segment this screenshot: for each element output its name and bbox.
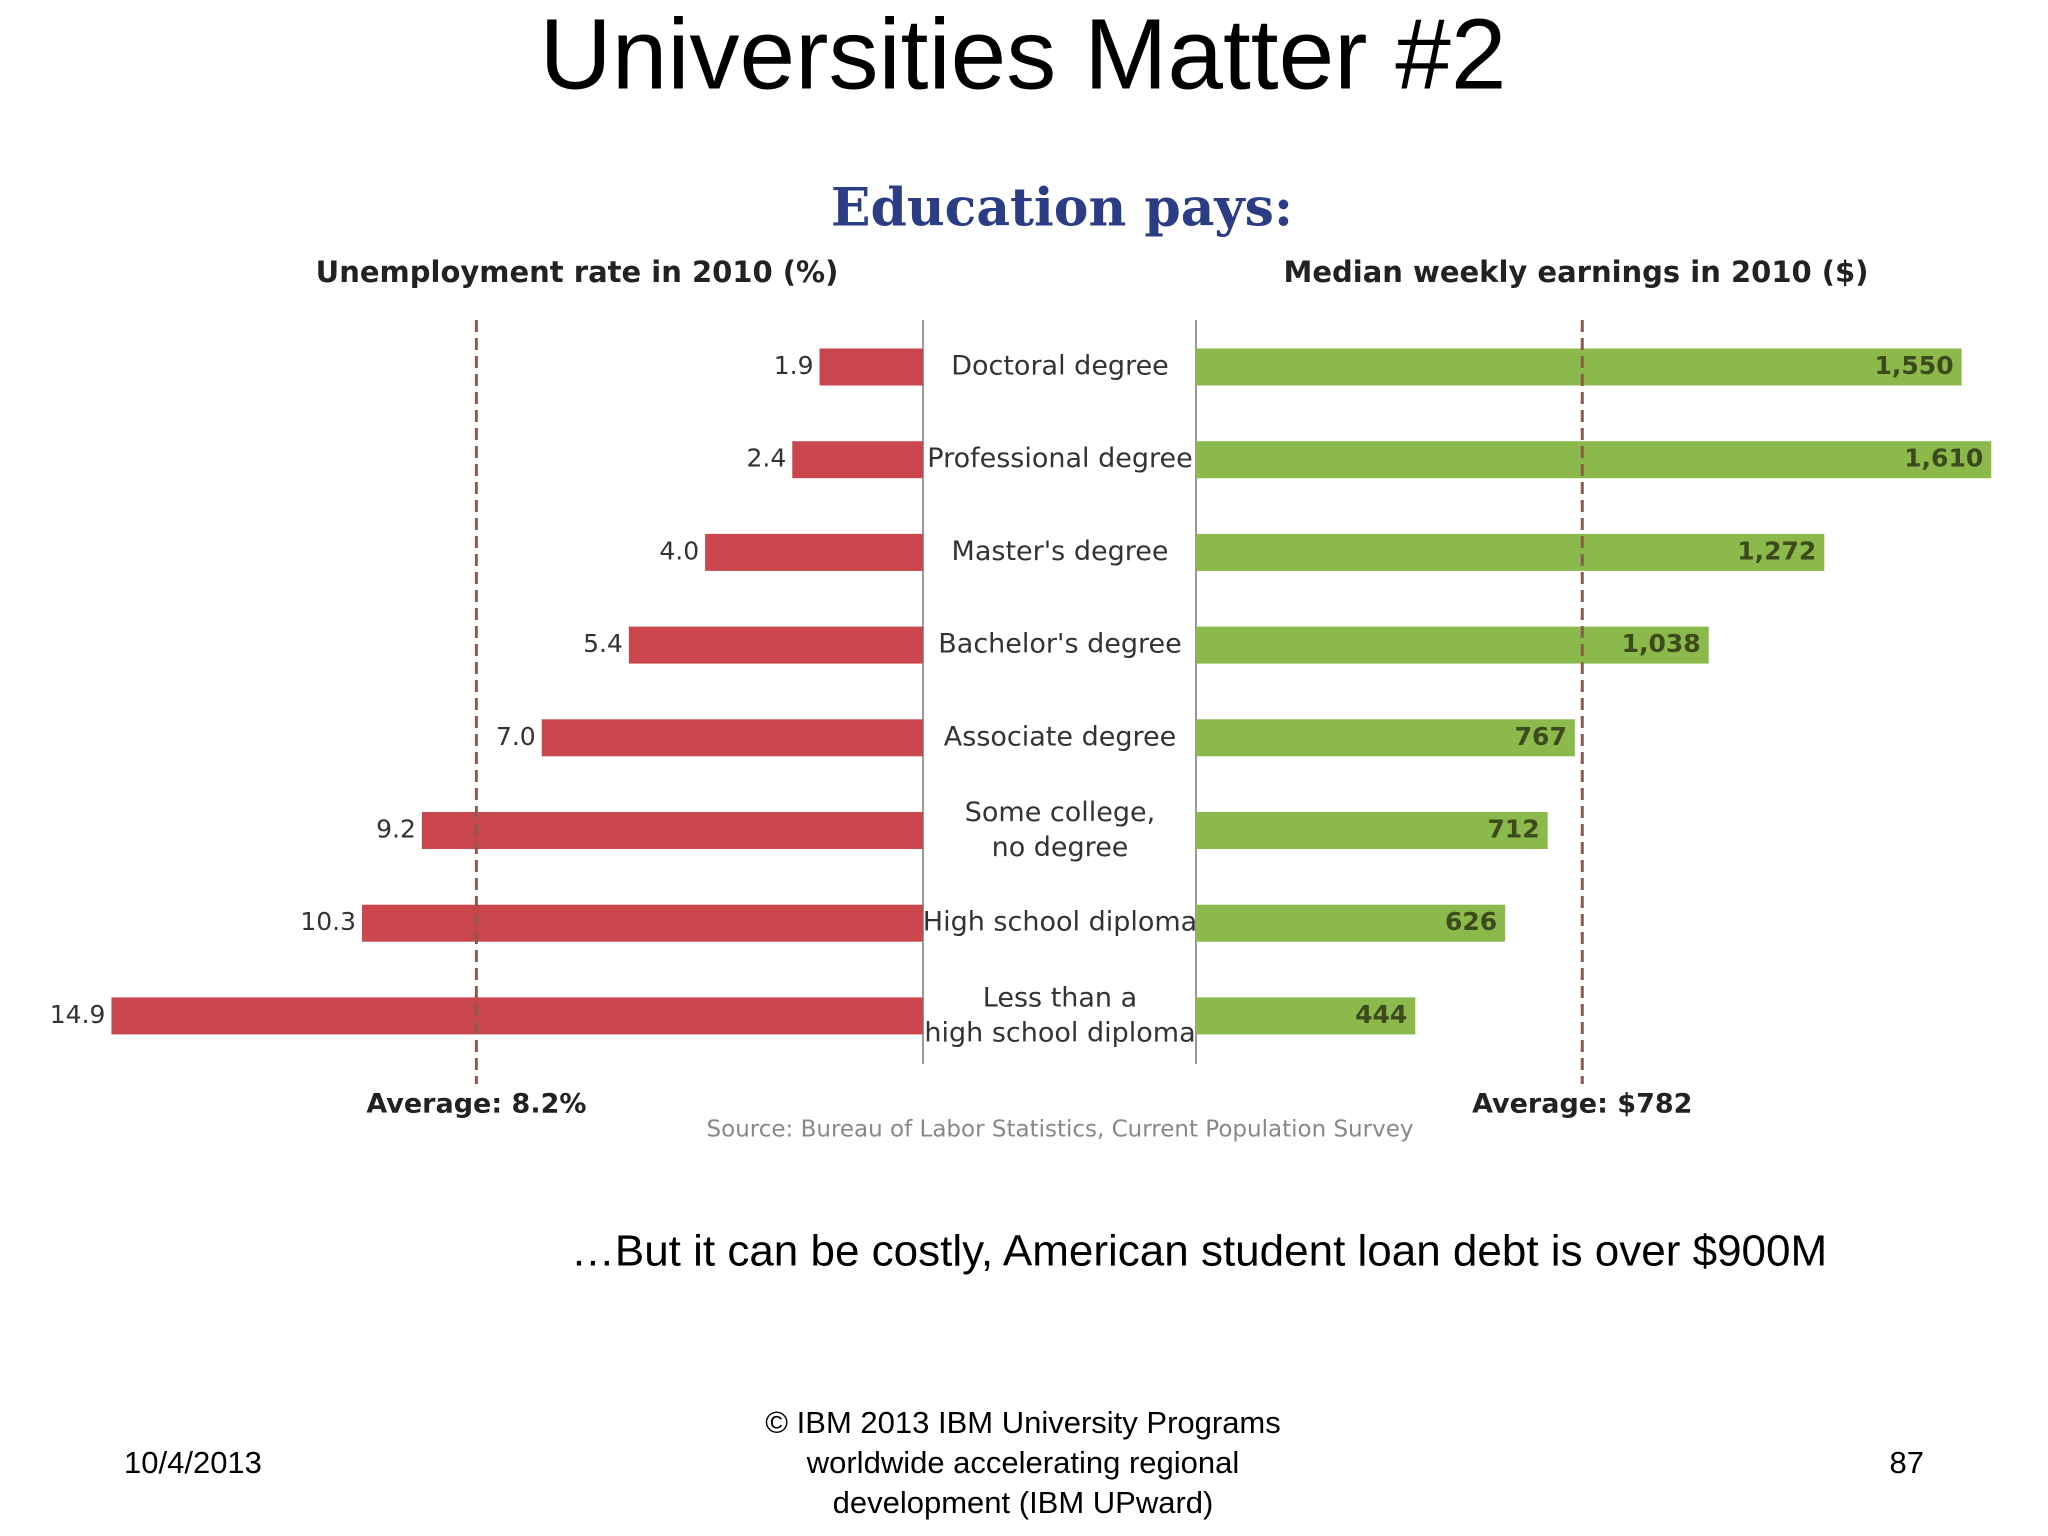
bar bbox=[1196, 626, 1709, 664]
value-label: 1.9 bbox=[774, 351, 814, 380]
value-label: 9.2 bbox=[376, 815, 416, 844]
value-label: 1,610 bbox=[1904, 444, 1983, 473]
category-label: High school diploma bbox=[923, 907, 1197, 938]
bar bbox=[1196, 533, 1825, 571]
bar bbox=[111, 997, 924, 1035]
bar bbox=[541, 719, 923, 757]
value-label: 2.4 bbox=[747, 444, 787, 473]
bar bbox=[1196, 904, 1506, 942]
category-label: Doctoral degree bbox=[951, 351, 1169, 382]
slide-title: Universities Matter #2 bbox=[540, 0, 1507, 110]
average-label: Average: 8.2% bbox=[366, 1089, 586, 1120]
category-label: Associate degree bbox=[944, 721, 1176, 752]
value-label: 10.3 bbox=[300, 907, 356, 936]
chart-title: Education pays: bbox=[831, 178, 1293, 239]
bar bbox=[361, 904, 923, 942]
value-label: 767 bbox=[1515, 722, 1567, 751]
source: Source: Bureau of Labor Statistics, Curr… bbox=[707, 1117, 1414, 1143]
note: …But it can be costly, American student … bbox=[571, 1227, 1827, 1276]
value-label: 14.9 bbox=[50, 1000, 106, 1029]
category-label: Master's degree bbox=[952, 536, 1169, 567]
bar bbox=[705, 533, 923, 571]
value-label: 7.0 bbox=[496, 722, 536, 751]
value-label: 1,272 bbox=[1737, 536, 1816, 565]
value-label: 1,550 bbox=[1875, 351, 1954, 380]
bar bbox=[792, 441, 923, 479]
category-label: Bachelor's degree bbox=[938, 629, 1181, 660]
series-name: Median weekly earnings in 2010 ($) bbox=[1284, 255, 1869, 289]
footer-page: 87 bbox=[1890, 1445, 1924, 1480]
value-label: 5.4 bbox=[583, 629, 623, 658]
average-label: Average: $782 bbox=[1472, 1089, 1692, 1120]
series-name: Unemployment rate in 2010 (%) bbox=[316, 255, 839, 289]
category-label: Less than a high school diploma bbox=[924, 982, 1195, 1048]
bar bbox=[1196, 441, 1992, 479]
bar bbox=[1196, 348, 1962, 386]
footer-copyright: © IBM 2013 IBM University Programs worldw… bbox=[765, 1405, 1281, 1520]
value-label: 4.0 bbox=[659, 536, 699, 565]
footer-date: 10/4/2013 bbox=[124, 1445, 262, 1480]
bar bbox=[421, 812, 923, 849]
bar bbox=[1196, 719, 1575, 757]
bar bbox=[1196, 997, 1416, 1035]
category-label: Some college, no degree bbox=[965, 797, 1155, 863]
value-label: 712 bbox=[1487, 815, 1539, 844]
value-label: 444 bbox=[1355, 1000, 1407, 1029]
value-label: 1,038 bbox=[1622, 629, 1701, 658]
value-label: 626 bbox=[1445, 907, 1497, 936]
category-label: Professional degree bbox=[927, 443, 1192, 474]
bar bbox=[628, 626, 923, 664]
bar bbox=[819, 348, 923, 386]
bar bbox=[1196, 812, 1548, 849]
